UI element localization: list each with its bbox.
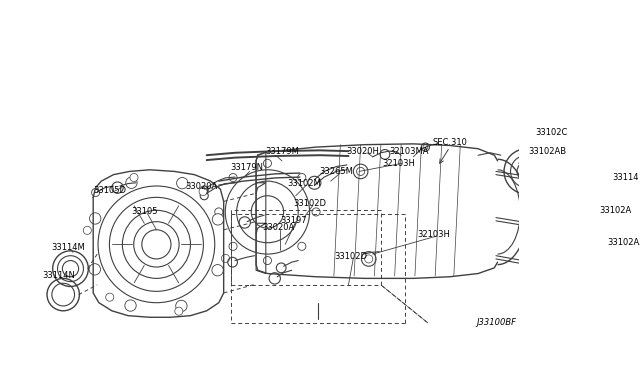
Text: 33114M: 33114M <box>51 243 85 252</box>
Circle shape <box>212 214 223 225</box>
Text: 33265M: 33265M <box>319 167 353 176</box>
Text: 33105: 33105 <box>131 208 157 217</box>
Circle shape <box>298 173 306 182</box>
Circle shape <box>298 242 306 250</box>
Text: 33102D: 33102D <box>293 199 326 208</box>
Text: 33105D: 33105D <box>93 186 127 195</box>
Circle shape <box>221 254 230 262</box>
Circle shape <box>312 208 320 216</box>
Circle shape <box>229 242 237 250</box>
Circle shape <box>199 187 207 196</box>
Text: 33020A: 33020A <box>262 223 294 232</box>
Circle shape <box>264 257 271 264</box>
Text: 33102A: 33102A <box>599 206 631 215</box>
Circle shape <box>264 159 271 167</box>
Text: 33102M: 33102M <box>287 179 321 188</box>
Text: 33020A: 33020A <box>185 182 217 190</box>
Circle shape <box>229 173 237 182</box>
Circle shape <box>215 208 223 216</box>
Text: 32103H: 32103H <box>417 230 450 239</box>
Text: SEC.310: SEC.310 <box>433 138 467 147</box>
Circle shape <box>130 173 138 182</box>
Text: J33100BF: J33100BF <box>477 318 516 327</box>
Text: 33114N: 33114N <box>42 272 75 280</box>
Circle shape <box>106 293 114 301</box>
Circle shape <box>212 264 223 276</box>
Text: 33179M: 33179M <box>265 147 299 155</box>
Circle shape <box>365 255 372 263</box>
Text: 32103H: 32103H <box>382 159 415 168</box>
Circle shape <box>125 177 137 189</box>
Text: 33114: 33114 <box>612 173 639 182</box>
Circle shape <box>177 177 188 189</box>
Circle shape <box>89 264 100 275</box>
Text: 33102D: 33102D <box>334 252 367 261</box>
Circle shape <box>90 213 101 224</box>
Text: 33197: 33197 <box>280 215 307 225</box>
Text: 33102AB: 33102AB <box>529 147 566 157</box>
Text: 33020H: 33020H <box>347 147 380 155</box>
Circle shape <box>356 167 365 176</box>
Circle shape <box>423 145 428 150</box>
Circle shape <box>125 300 136 311</box>
Text: 33102C: 33102C <box>535 128 567 137</box>
Circle shape <box>176 300 187 312</box>
Text: 32103MA: 32103MA <box>390 147 429 155</box>
Text: 33102AA: 33102AA <box>608 238 640 247</box>
Circle shape <box>92 189 100 196</box>
Circle shape <box>83 226 92 234</box>
Text: 33179N: 33179N <box>230 163 264 172</box>
Circle shape <box>175 307 183 315</box>
